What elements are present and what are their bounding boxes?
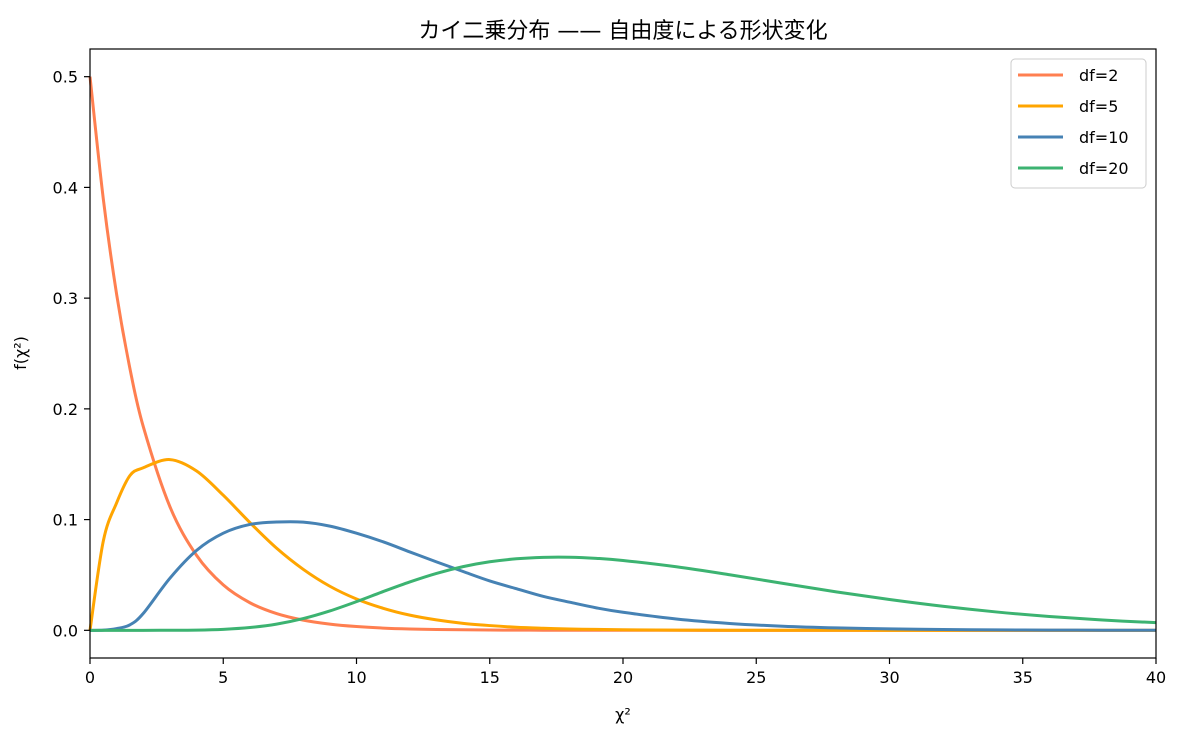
- y-tick-label: 0.4: [53, 178, 78, 197]
- legend-box: [1010, 58, 1147, 189]
- x-tick-label: 20: [613, 668, 633, 687]
- series-line-df-2: [88, 76, 1156, 632]
- legend-label: df=10: [1079, 128, 1129, 147]
- y-tick-label: 0.2: [53, 400, 78, 419]
- x-tick-label: 15: [480, 668, 500, 687]
- x-tick-label: 10: [346, 668, 366, 687]
- plot-frame: [89, 48, 1157, 659]
- series-line-df-10: [89, 520, 1157, 632]
- y-axis-ticks: 0.0 0.1 0.2 0.3 0.4 0.5: [53, 68, 90, 640]
- x-tick-label: 30: [879, 668, 899, 687]
- x-tick-label: 40: [1146, 668, 1166, 687]
- y-tick-label: 0.1: [53, 511, 78, 530]
- x-tick-label: 0: [85, 668, 95, 687]
- legend-label: df=2: [1079, 66, 1118, 85]
- x-tick-label: 25: [746, 668, 766, 687]
- y-tick-label: 0.3: [53, 289, 78, 308]
- series-line-df-5: [88, 458, 1156, 632]
- x-axis-label: χ²: [615, 705, 631, 724]
- legend-label: df=20: [1079, 159, 1129, 178]
- y-axis-label: f(χ²): [11, 336, 30, 370]
- legend-label: df=5: [1079, 97, 1118, 116]
- x-tick-label: 5: [218, 668, 228, 687]
- y-tick-label: 0.0: [53, 621, 78, 640]
- chart-title: カイ二乗分布 —— 自由度による形状変化: [418, 19, 827, 44]
- x-axis-ticks: 0 5 10 15 20 25 30 35 40: [85, 658, 1166, 687]
- x-tick-label: 35: [1013, 668, 1033, 687]
- legend: df=2 df=5 df=10 df=20: [1010, 58, 1147, 189]
- series-line-df-20: [89, 555, 1157, 632]
- y-tick-label: 0.5: [53, 68, 78, 87]
- series-lines: [88, 76, 1157, 632]
